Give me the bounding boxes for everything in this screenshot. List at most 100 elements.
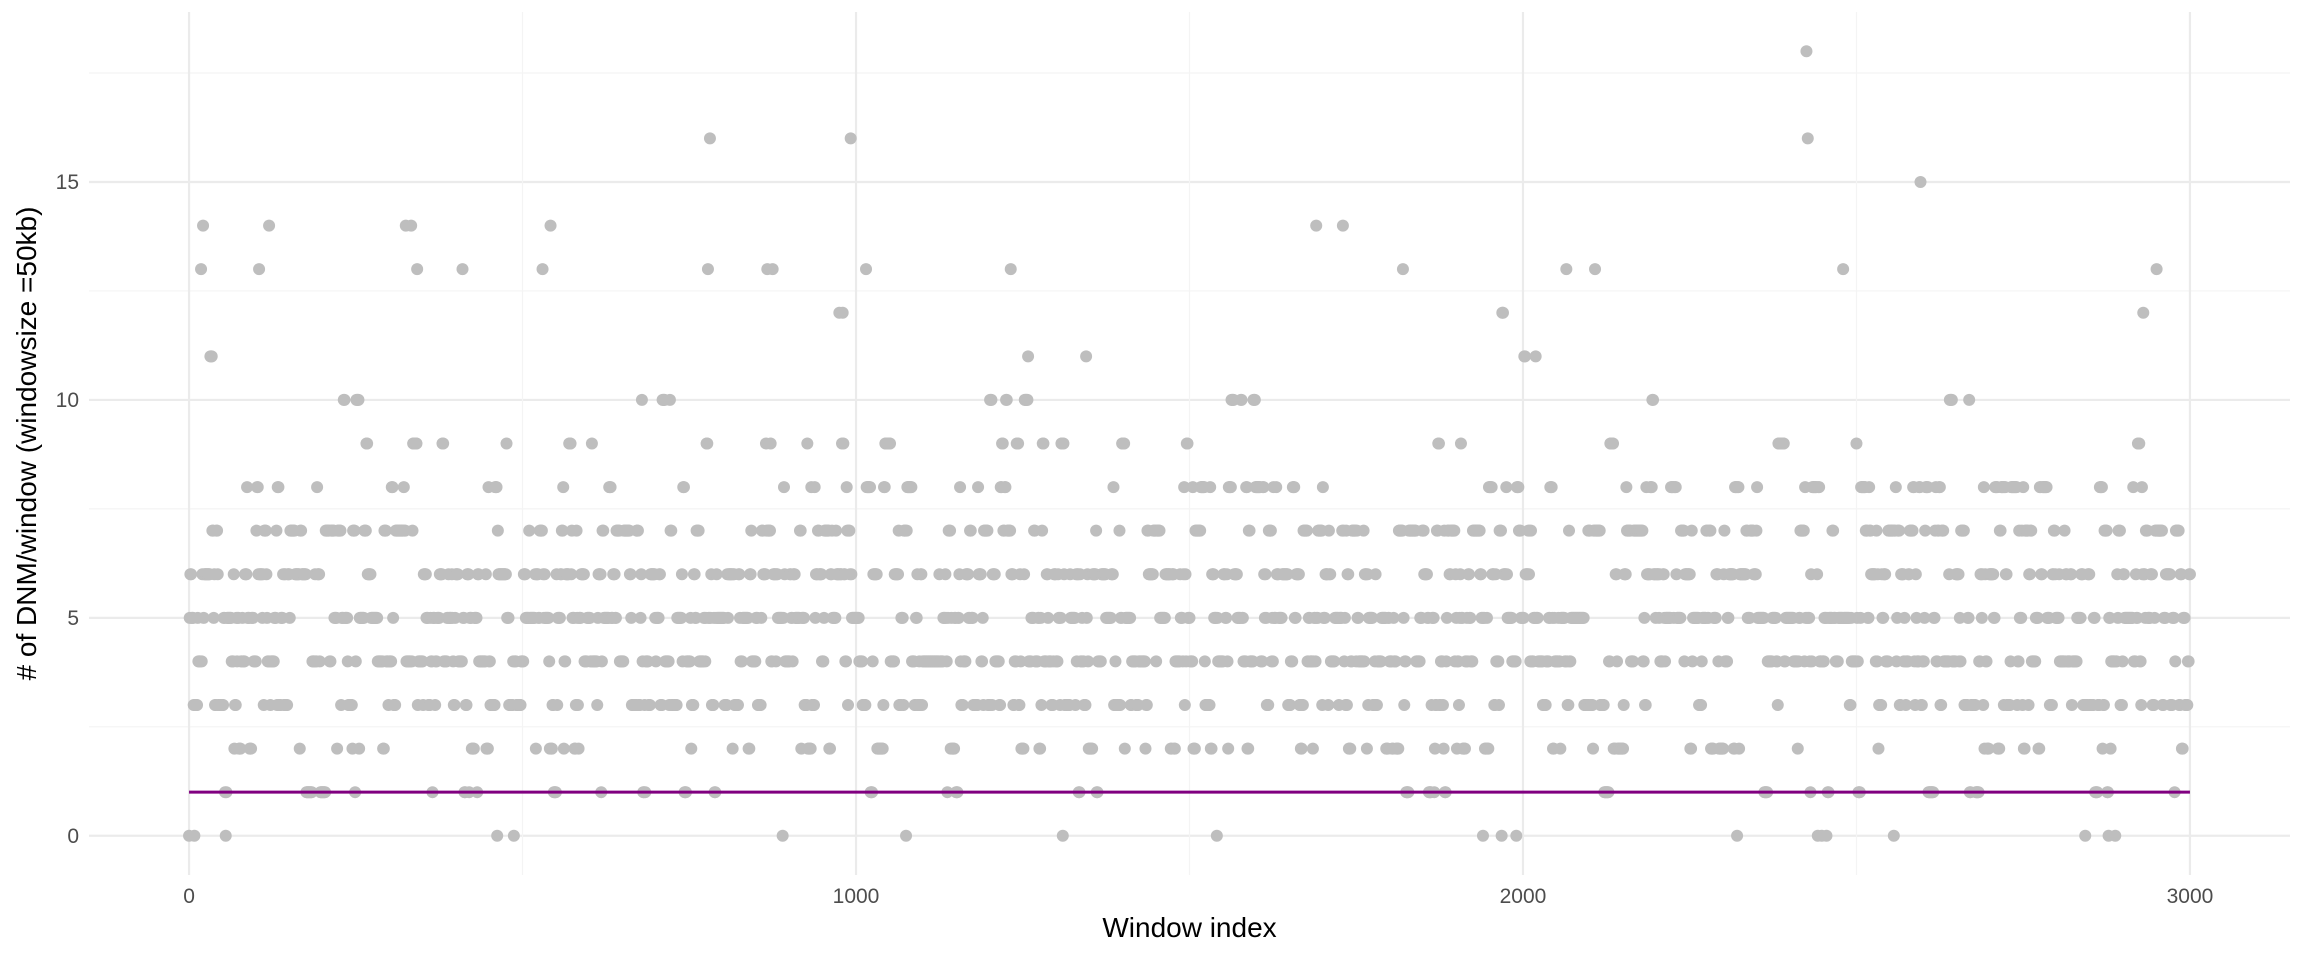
data-point	[1473, 524, 1486, 537]
data-point	[1309, 655, 1322, 668]
data-point	[1695, 655, 1708, 668]
data-point	[1881, 655, 1894, 668]
data-point	[944, 524, 957, 537]
data-point	[1178, 481, 1191, 494]
data-point	[733, 568, 746, 581]
data-point	[2074, 611, 2087, 624]
data-point	[940, 655, 953, 668]
data-point	[2133, 437, 2146, 450]
data-point	[455, 655, 468, 668]
data-point	[1374, 655, 1387, 668]
data-point	[952, 611, 965, 624]
data-point	[553, 611, 566, 624]
data-point	[1094, 655, 1107, 668]
data-point	[992, 655, 1005, 668]
data-point	[1750, 524, 1763, 537]
data-point	[818, 611, 830, 624]
data-point	[1035, 699, 1048, 712]
data-point	[267, 655, 280, 668]
data-point	[809, 611, 822, 624]
data-point	[502, 611, 515, 624]
data-point	[1181, 437, 1194, 450]
data-point	[703, 132, 716, 145]
data-point	[1917, 655, 1930, 668]
data-point	[1685, 524, 1698, 537]
data-point	[1945, 393, 1958, 406]
data-point	[1022, 350, 1035, 363]
data-point	[1529, 350, 1542, 363]
data-point	[801, 437, 814, 450]
data-point	[2035, 568, 2048, 581]
data-point	[840, 481, 853, 494]
data-point	[260, 568, 273, 581]
data-point	[451, 568, 464, 581]
data-point	[1619, 568, 1632, 581]
data-point	[334, 524, 347, 537]
data-point	[1203, 699, 1216, 712]
data-point	[2135, 481, 2148, 494]
data-point	[842, 699, 855, 712]
data-point	[972, 481, 985, 494]
data-point	[1638, 611, 1651, 624]
data-point	[1982, 742, 1995, 755]
data-point	[1150, 655, 1163, 668]
data-point	[1777, 437, 1790, 450]
data-point	[2183, 568, 2196, 581]
data-point	[405, 219, 418, 232]
data-point	[523, 524, 536, 537]
data-point	[543, 655, 556, 668]
data-point	[1458, 742, 1471, 755]
data-point	[2148, 611, 2161, 624]
data-point	[1086, 742, 1099, 755]
x-tick-label: 0	[183, 885, 195, 908]
data-point	[2040, 481, 2053, 494]
data-point	[238, 655, 251, 668]
data-point	[594, 568, 607, 581]
data-point	[2134, 655, 2147, 668]
x-axis-title: Window index	[1102, 912, 1276, 943]
data-point	[1398, 699, 1411, 712]
data-point	[1360, 742, 1373, 755]
data-point	[1709, 611, 1722, 624]
data-point	[1994, 524, 2007, 537]
data-point	[652, 611, 665, 624]
data-point	[361, 437, 374, 450]
data-point	[1186, 655, 1199, 668]
data-point	[2029, 655, 2042, 668]
data-point	[859, 699, 872, 712]
data-point	[557, 742, 570, 755]
data-point	[491, 829, 504, 842]
data-point	[1224, 481, 1237, 494]
data-point	[1977, 481, 1990, 494]
data-point	[2022, 699, 2035, 712]
data-point	[1188, 742, 1201, 755]
data-point	[1266, 655, 1279, 668]
data-point	[1004, 524, 1017, 537]
data-point	[371, 611, 384, 624]
data-point	[2113, 524, 2126, 537]
data-point	[1146, 568, 1159, 581]
data-point	[1104, 611, 1117, 624]
data-point	[1054, 611, 1067, 624]
data-point	[1289, 611, 1302, 624]
data-point	[1397, 611, 1410, 624]
data-point	[1222, 742, 1235, 755]
data-point	[1510, 829, 1523, 842]
data-point	[1106, 568, 1119, 581]
data-point	[1387, 611, 1400, 624]
data-point	[1512, 481, 1525, 494]
data-point	[625, 611, 638, 624]
data-point	[377, 742, 390, 755]
data-point	[755, 611, 768, 624]
data-point	[349, 655, 362, 668]
data-point	[1500, 481, 1513, 494]
data-point	[1494, 524, 1507, 537]
data-point	[1914, 175, 1927, 188]
data-point	[2012, 655, 2025, 668]
data-point	[1413, 655, 1426, 668]
data-point	[313, 655, 326, 668]
data-point	[1817, 655, 1830, 668]
data-point	[744, 568, 757, 581]
data-point	[353, 742, 366, 755]
data-point	[731, 699, 744, 712]
